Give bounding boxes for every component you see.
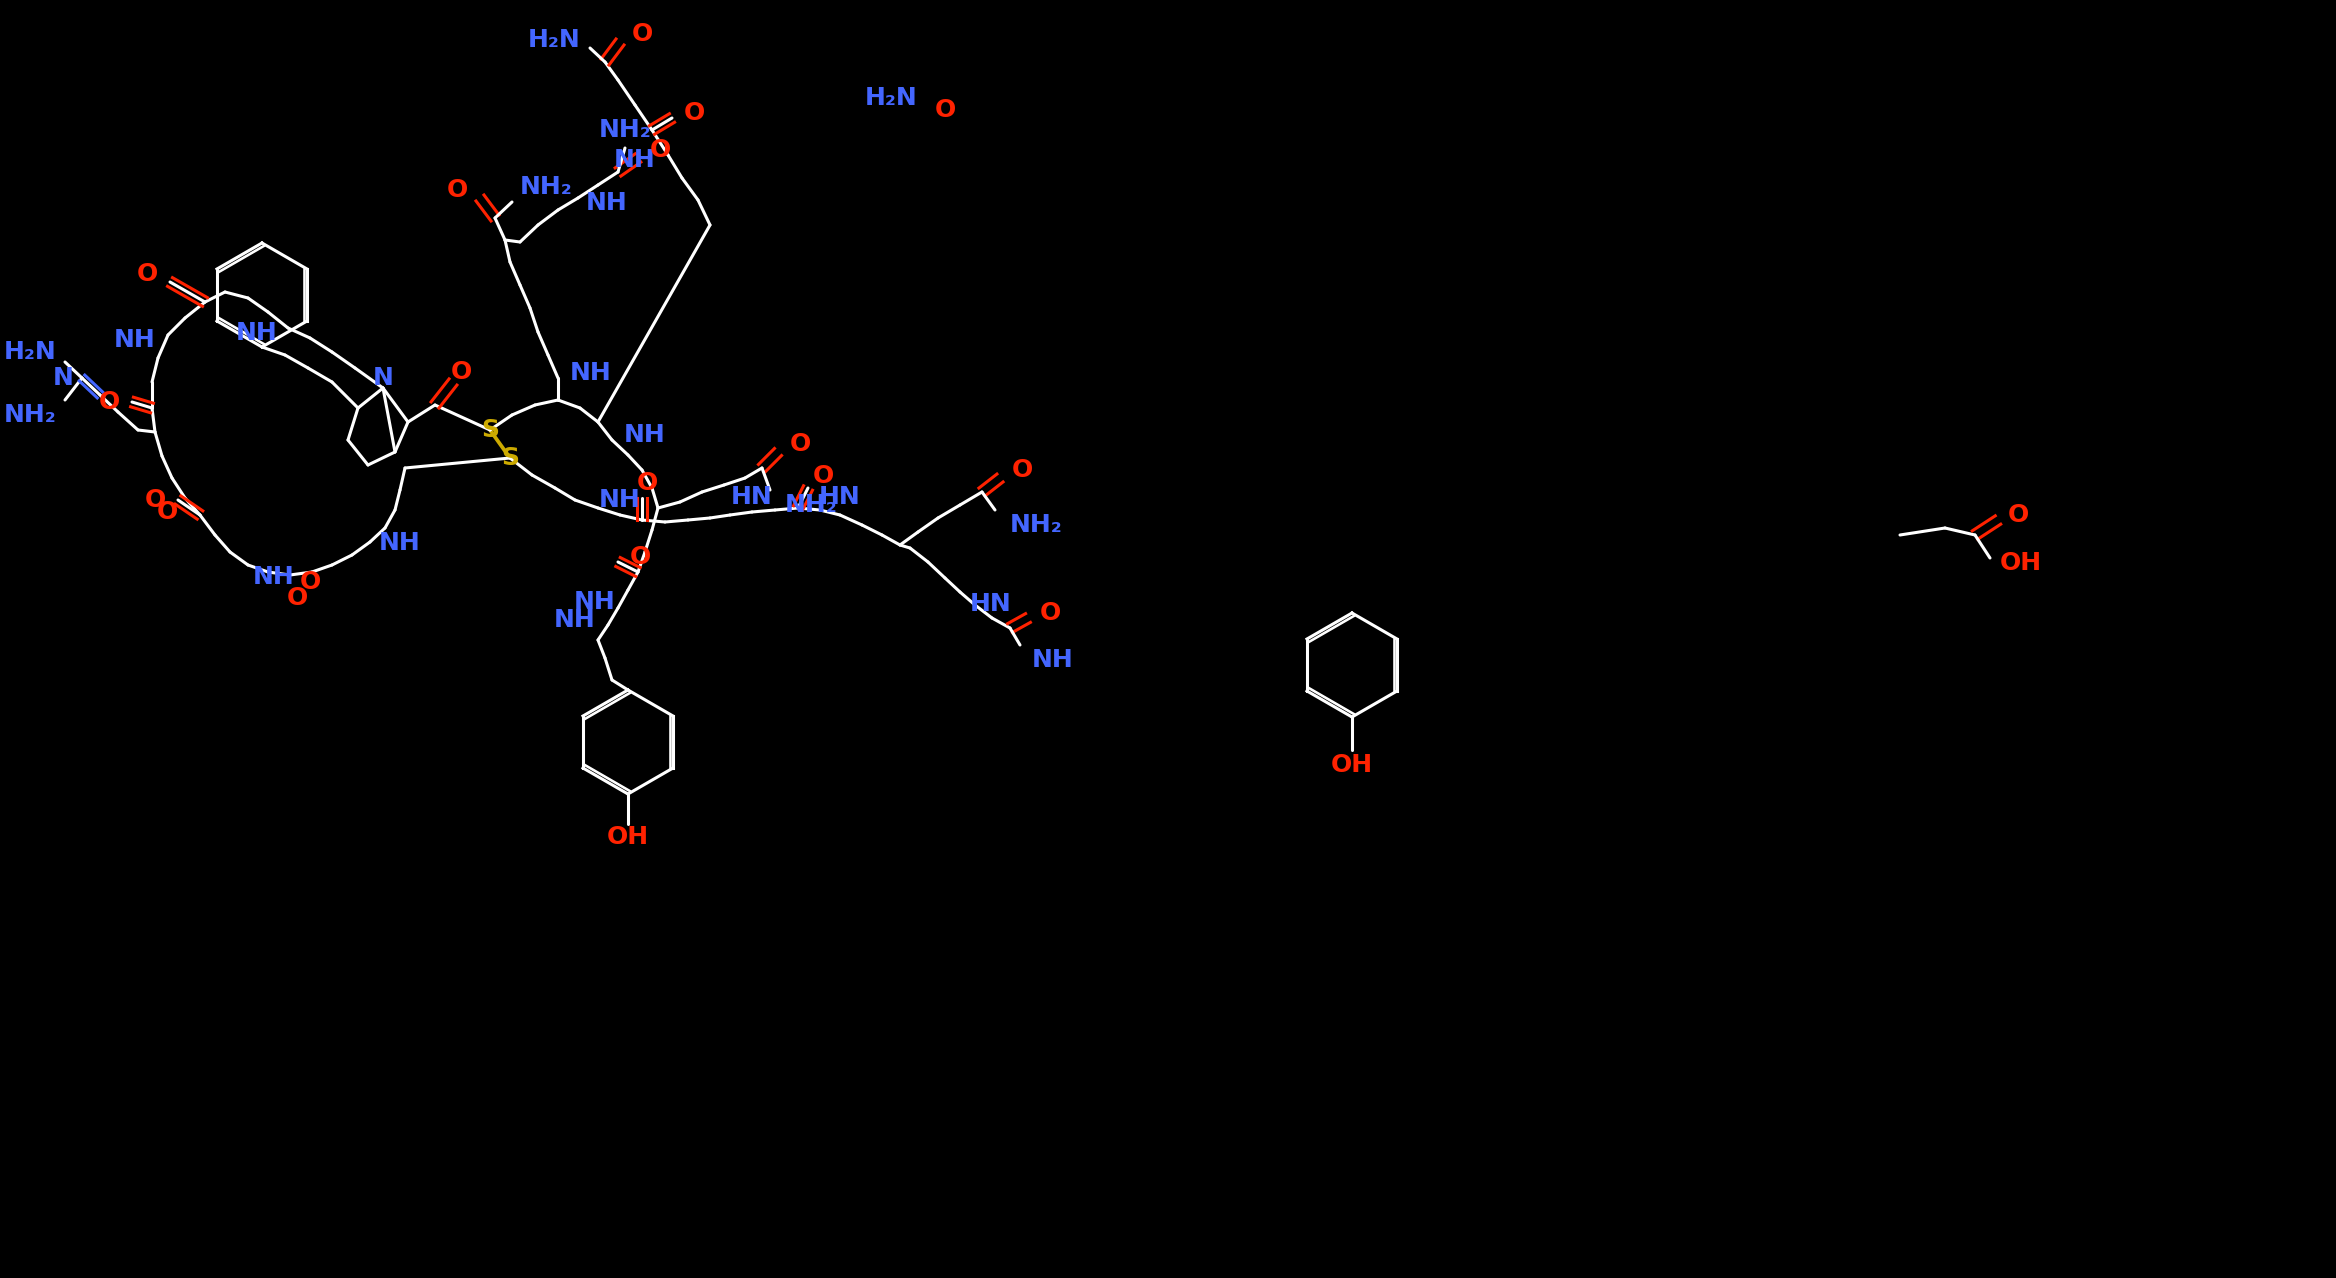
Text: O: O xyxy=(299,570,320,594)
Text: O: O xyxy=(631,544,652,569)
Text: H₂N: H₂N xyxy=(5,340,56,364)
Text: S: S xyxy=(481,418,500,442)
Text: NH: NH xyxy=(624,423,666,447)
Text: NH: NH xyxy=(114,328,157,351)
Text: H₂N: H₂N xyxy=(864,86,918,110)
Text: OH: OH xyxy=(2000,551,2042,575)
Text: NH₂: NH₂ xyxy=(785,493,839,518)
Text: O: O xyxy=(635,472,659,495)
Text: O: O xyxy=(934,98,955,121)
Text: O: O xyxy=(138,262,159,286)
Text: HN: HN xyxy=(820,484,862,509)
Text: O: O xyxy=(451,360,472,383)
Text: S: S xyxy=(500,446,519,470)
Text: OH: OH xyxy=(607,826,649,849)
Text: NH: NH xyxy=(614,148,656,173)
Text: NH: NH xyxy=(1033,648,1075,672)
Text: OH: OH xyxy=(1332,753,1374,777)
Text: O: O xyxy=(1011,458,1033,482)
Text: NH: NH xyxy=(570,360,612,385)
Text: NH: NH xyxy=(378,530,420,555)
Text: NH: NH xyxy=(575,590,617,613)
Text: HN: HN xyxy=(731,484,773,509)
Text: NH₂: NH₂ xyxy=(1009,512,1063,537)
Text: O: O xyxy=(633,22,654,46)
Text: NH: NH xyxy=(236,321,278,345)
Text: O: O xyxy=(1040,601,1061,625)
Text: O: O xyxy=(649,138,670,162)
Text: NH: NH xyxy=(586,190,628,215)
Text: HN: HN xyxy=(969,592,1011,616)
Text: O: O xyxy=(98,390,119,414)
Text: O: O xyxy=(157,500,178,524)
Text: O: O xyxy=(684,101,705,125)
Text: O: O xyxy=(813,464,834,488)
Text: O: O xyxy=(145,488,166,512)
Text: NH₂: NH₂ xyxy=(598,118,652,142)
Text: O: O xyxy=(2009,504,2030,527)
Text: NH: NH xyxy=(598,488,640,512)
Text: O: O xyxy=(446,178,467,202)
Text: N: N xyxy=(371,366,392,390)
Text: N: N xyxy=(54,366,75,390)
Text: NH: NH xyxy=(554,608,596,633)
Text: O: O xyxy=(287,587,308,610)
Text: NH₂: NH₂ xyxy=(5,403,56,427)
Text: H₂N: H₂N xyxy=(528,28,579,52)
Text: NH: NH xyxy=(252,565,294,589)
Text: NH₂: NH₂ xyxy=(521,175,572,199)
Text: O: O xyxy=(790,432,811,456)
